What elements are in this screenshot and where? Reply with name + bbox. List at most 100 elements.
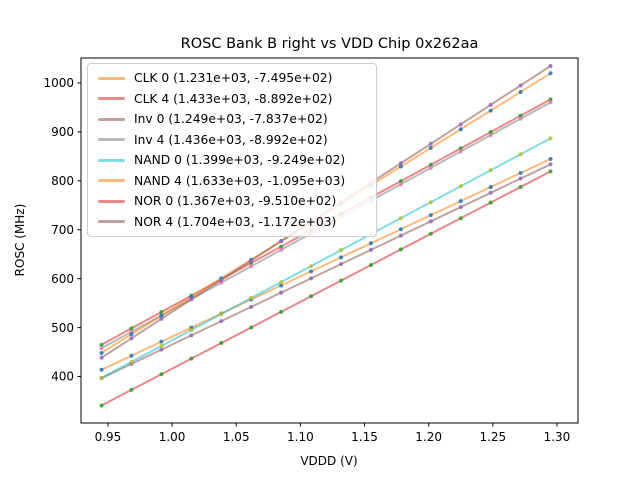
legend-line-swatch: [98, 199, 125, 203]
data-point-nor-4: [279, 239, 284, 244]
data-point-nor-4: [518, 83, 523, 88]
data-point-nand-0: [219, 312, 224, 317]
data-point-nand-4: [99, 350, 104, 355]
legend-label: Inv 4 (1.436e+03, -8.992e+02): [134, 132, 328, 147]
data-point-clk-0: [129, 353, 134, 358]
data-point-clk-4: [279, 244, 284, 249]
legend-item: Inv 4 (1.436e+03, -8.992e+02): [96, 130, 368, 151]
data-point-nor-0: [398, 247, 403, 252]
data-point-inv-0: [219, 319, 224, 324]
y-tick-label: 1000: [43, 76, 74, 90]
data-point-nor-0: [458, 216, 463, 221]
data-point-clk-4: [548, 97, 553, 102]
data-point-nor-4: [428, 141, 433, 146]
data-point-clk-0: [368, 241, 373, 246]
legend-line-swatch: [98, 138, 125, 142]
data-point-nor-0: [129, 387, 134, 392]
data-point-nor-4: [219, 277, 224, 282]
legend-label: NAND 4 (1.633e+03, -1.095e+03): [134, 173, 346, 188]
data-point-inv-4: [428, 165, 433, 170]
data-point-nor-4: [249, 258, 254, 263]
legend-box: CLK 0 (1.231e+03, -7.495e+02) CLK 4 (1.43…: [87, 63, 377, 237]
data-point-clk-4: [129, 326, 134, 331]
data-point-nor-0: [249, 325, 254, 330]
data-point-nand-4: [159, 313, 164, 318]
data-point-nor-0: [279, 309, 284, 314]
data-point-nor-4: [99, 355, 104, 360]
legend-label: CLK 4 (1.433e+03, -8.892e+02): [134, 91, 333, 106]
data-point-clk-4: [99, 342, 104, 347]
data-point-nor-0: [548, 169, 553, 174]
data-point-nor-0: [339, 278, 344, 283]
data-point-nor-0: [189, 356, 194, 361]
data-point-nand-0: [458, 184, 463, 189]
data-point-inv-0: [159, 347, 164, 352]
data-point-nand-0: [159, 343, 164, 348]
data-point-nand-4: [488, 108, 493, 113]
data-point-inv-4: [458, 149, 463, 154]
data-point-nor-0: [518, 184, 523, 189]
data-point-nand-0: [279, 280, 284, 285]
data-point-nor-0: [309, 294, 314, 299]
data-point-clk-0: [279, 283, 284, 288]
data-point-inv-0: [249, 304, 254, 309]
legend-item: NAND 0 (1.399e+03, -9.249e+02): [96, 150, 368, 171]
legend-label: NAND 0 (1.399e+03, -9.249e+02): [134, 153, 346, 168]
data-point-clk-4: [458, 146, 463, 151]
y-tick-label: 700: [51, 223, 74, 237]
x-tick-label: 1.10: [287, 430, 314, 444]
legend-line-swatch: [98, 158, 125, 162]
y-tick-label: 600: [51, 272, 74, 286]
data-point-inv-0: [339, 262, 344, 267]
data-point-clk-0: [159, 339, 164, 344]
y-tick-label: 800: [51, 174, 74, 188]
fit-line-nor-0: [100, 170, 552, 407]
legend-line-swatch: [98, 220, 125, 224]
data-point-nor-0: [428, 231, 433, 236]
data-point-inv-0: [518, 176, 523, 181]
x-axis-label: VDDD (V): [300, 454, 358, 468]
data-point-nand-0: [129, 359, 134, 364]
data-point-nor-4: [398, 161, 403, 166]
data-point-nor-0: [488, 200, 493, 205]
data-point-nand-0: [428, 200, 433, 205]
data-point-nor-0: [99, 403, 104, 408]
data-point-clk-0: [488, 185, 493, 190]
data-point-nor-0: [159, 372, 164, 377]
data-point-nand-4: [428, 145, 433, 150]
legend-item: CLK 4 (1.433e+03, -8.892e+02): [96, 89, 368, 110]
data-point-nor-4: [458, 122, 463, 127]
data-point-inv-0: [309, 276, 314, 281]
data-point-nor-0: [219, 341, 224, 346]
data-point-inv-0: [458, 205, 463, 210]
data-point-nand-0: [99, 375, 104, 380]
y-tick-label: 900: [51, 125, 74, 139]
data-point-nand-0: [518, 152, 523, 157]
legend-line-swatch: [98, 76, 125, 80]
data-point-inv-0: [428, 219, 433, 224]
fit-line-nand-0: [100, 137, 552, 379]
legend-label: CLK 0 (1.231e+03, -7.495e+02): [134, 71, 333, 86]
data-point-nor-4: [159, 316, 164, 321]
axes-frame: [80, 57, 579, 424]
data-point-nand-4: [458, 127, 463, 132]
data-point-nor-4: [189, 297, 194, 302]
data-point-inv-4: [99, 346, 104, 351]
data-point-inv-4: [249, 264, 254, 269]
data-point-clk-4: [518, 113, 523, 118]
data-point-nor-4: [129, 336, 134, 341]
data-point-clk-0: [309, 269, 314, 274]
legend-item: Inv 0 (1.249e+03, -7.837e+02): [96, 109, 368, 130]
legend-line-swatch: [98, 179, 125, 183]
legend-item: NOR 0 (1.367e+03, -9.510e+02): [96, 191, 368, 212]
data-point-nand-0: [488, 168, 493, 173]
data-point-nand-0: [398, 216, 403, 221]
data-point-nand-4: [518, 89, 523, 94]
x-tick-label: 1.30: [544, 430, 571, 444]
x-tick-label: 1.25: [479, 430, 506, 444]
data-point-clk-0: [428, 213, 433, 218]
x-tick-label: 1.05: [223, 430, 250, 444]
data-point-nor-4: [548, 63, 553, 68]
data-point-clk-0: [458, 199, 463, 204]
data-point-nand-0: [309, 264, 314, 269]
